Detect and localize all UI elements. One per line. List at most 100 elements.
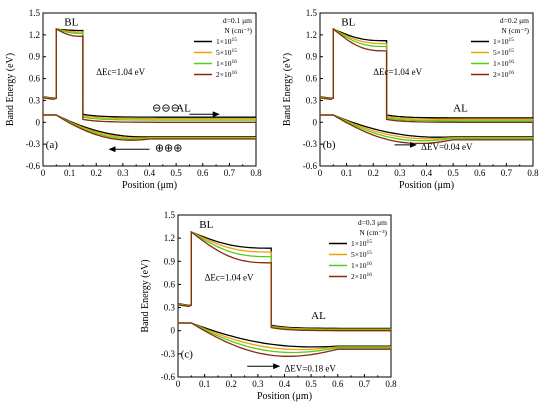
conduction-band-11016 [42,28,256,121]
chart-panel-1: 0 0.1 0.2 0.3 0.4 0.5 0.6 0.7 0.8 -0.6 -0.3 0 0.3 0.6… [5,8,262,191]
panel-label: (c) [181,349,194,361]
legend-label: 1×1016 [216,59,237,68]
legend-label: 5×1015 [351,250,372,259]
valence-band-11015 [178,322,391,348]
valence-band-51015 [178,322,391,351]
y-tick-label: 0.3 [306,95,318,105]
x-tick-label: 0 [318,168,323,178]
y-axis-label: Band Energy (eV) [5,53,16,126]
x-tick-label: 0.2 [368,168,379,178]
y-axis-label: Band Energy (eV) [140,259,151,332]
conduction-band-21016 [319,27,533,123]
x-tick-label: 0.3 [394,168,406,178]
y-tick-label: 0.6 [164,279,176,289]
y-tick-label: 0.9 [29,52,41,62]
legend-unit: N (cm⁻³) [359,228,387,237]
electron-symbols: ⊖⊖⊖ [152,102,180,114]
y-tick-label: 1.5 [306,8,318,18]
y-axis-label: Band Energy (eV) [282,53,293,126]
legend-label: 2×1016 [493,70,514,79]
conduction-band-21016 [42,27,256,123]
delta-ec-label: ΔEc=1.04 eV [96,67,145,77]
conduction-band-11015 [177,231,391,330]
x-tick-label: 0.3 [252,379,264,389]
chart-panel-3: 0 0.1 0.2 0.3 0.4 0.5 0.6 0.7 0.8 -0.6 -0.3 0 0.3 0.6… [140,210,397,402]
y-tick-label: 1.2 [306,30,317,40]
legend-title: d=0.2 μm [500,16,529,25]
legend-label: 2×1016 [216,70,237,79]
conduction-band-51015 [177,230,391,330]
x-axis-label: Position (μm) [122,180,177,191]
conduction-band-21016 [177,230,391,332]
y-tick-label: -0.6 [303,161,318,171]
x-tick-label: 0.5 [448,168,460,178]
y-tick-label: 0.9 [164,256,176,266]
y-tick-label: 0 [313,117,318,127]
conduction-band-11016 [319,27,533,122]
label-bl: BL [64,16,78,28]
conduction-band-11015 [319,27,533,119]
legend-label: 1×1015 [351,239,372,248]
y-tick-label: -0.6 [26,161,41,171]
x-axis-label: Position (μm) [399,180,454,191]
x-tick-label: 0.8 [385,379,397,389]
x-tick-label: 0.4 [421,168,433,178]
label-bl: BL [341,16,355,28]
y-tick-label: 1.5 [164,210,176,220]
delta-ec-label: ΔEc=1.04 eV [373,67,422,77]
chart-panel-2: 0 0.1 0.2 0.3 0.4 0.5 0.6 0.7 0.8 -0.6 -0.3 0 0.3 0.6… [282,8,539,191]
conduction-band-51015 [319,27,533,121]
legend-title: d=0.3 μm [358,218,387,227]
x-axis-label: Position (μm) [257,391,312,402]
y-tick-label: 0 [36,117,41,127]
valence-band-21016 [320,114,533,145]
x-tick-label: 0.5 [306,379,318,389]
y-tick-label: 0 [171,326,176,336]
legend-unit: N (cm⁻³) [224,26,252,35]
valence-band-21016 [43,114,256,141]
legend-label: 5×1015 [216,48,237,57]
valence-band-21016 [178,322,391,357]
legend-label: 5×1015 [493,48,514,57]
y-tick-label: 0.3 [164,303,176,313]
y-tick-label: 1.2 [164,233,175,243]
valence-band-11016 [320,114,533,142]
y-tick-label: -0.3 [161,349,176,359]
x-tick-label: 0.7 [501,168,513,178]
label-bl: BL [199,219,213,231]
y-tick-label: 0.6 [29,74,41,84]
x-tick-label: 0.1 [341,168,352,178]
x-tick-label: 0.6 [474,168,486,178]
legend-label: 2×1016 [351,272,372,281]
legend-label: 1×1015 [493,37,514,46]
legend-label: 1×1016 [493,59,514,68]
label-al: AL [453,102,468,114]
legend-label: 1×1016 [351,261,372,270]
y-tick-label: 1.2 [29,30,40,40]
y-tick-label: 0.9 [306,52,318,62]
delta-ec-label: ΔEc=1.04 eV [205,273,254,283]
conduction-band-11016 [177,230,391,331]
x-tick-label: 0.8 [527,168,539,178]
y-tick-label: 1.5 [29,8,41,18]
hole-symbols: ⊕⊕⊕ [155,142,183,154]
x-tick-label: 0.1 [199,379,210,389]
valence-band-11015 [320,114,533,138]
y-tick-label: -0.3 [26,139,41,149]
label-al: AL [176,102,191,114]
x-tick-label: 0.4 [144,168,156,178]
y-tick-label: -0.3 [303,139,318,149]
y-tick-label: -0.6 [161,372,176,382]
panel-label: (b) [323,139,336,151]
valence-band-51015 [320,114,533,140]
y-tick-label: 0.6 [306,74,318,84]
x-tick-label: 0.6 [197,168,209,178]
x-tick-label: 0.6 [332,379,344,389]
legend-label: 1×1015 [216,37,237,46]
valence-band-11016 [178,322,391,354]
x-tick-label: 0.8 [250,168,262,178]
delta-ev-label: ΔEV=0.04 eV [421,142,473,152]
x-tick-label: 0.7 [224,168,236,178]
y-tick-label: 0.3 [29,95,41,105]
